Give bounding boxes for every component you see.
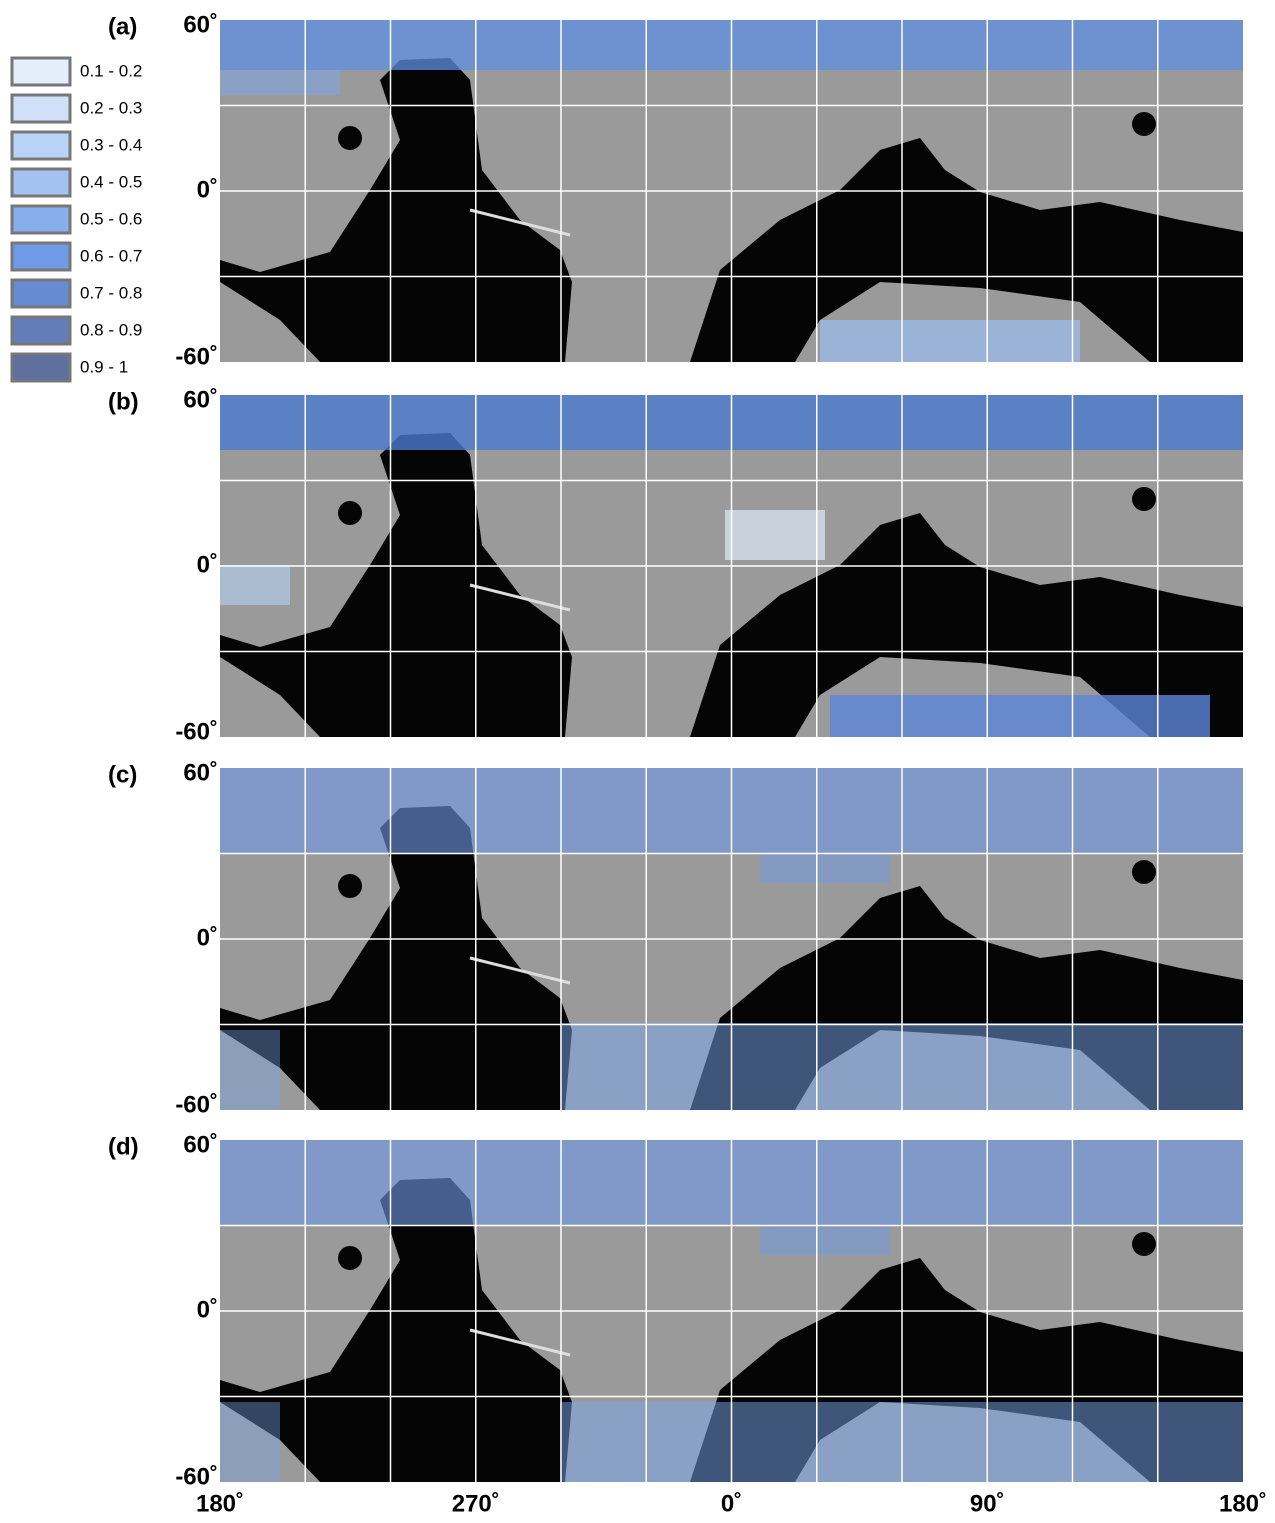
ice-overlay bbox=[725, 510, 825, 560]
ice-overlay bbox=[220, 1030, 280, 1110]
x-tick-label: 270˚ bbox=[452, 1490, 500, 1517]
panel-label: (c) bbox=[108, 761, 137, 788]
y-tick-label: 0˚ bbox=[197, 551, 218, 578]
legend-label: 0.7 - 0.8 bbox=[80, 283, 142, 302]
panel-label: (b) bbox=[108, 388, 139, 415]
legend-label: 0.6 - 0.7 bbox=[80, 246, 142, 265]
legend-swatch bbox=[12, 243, 70, 270]
y-tick-label: 0˚ bbox=[197, 1296, 218, 1323]
x-tick-label: 90˚ bbox=[970, 1490, 1005, 1517]
ice-overlay bbox=[220, 1402, 280, 1482]
ice-overlay bbox=[820, 320, 1080, 362]
legend-swatch bbox=[12, 169, 70, 196]
ice-overlay bbox=[220, 565, 290, 605]
legend-label: 0.4 - 0.5 bbox=[80, 172, 142, 191]
legend-label: 0.2 - 0.3 bbox=[80, 98, 142, 117]
map-panel bbox=[220, 1140, 1243, 1482]
legend-swatch bbox=[12, 206, 70, 233]
ice-overlay bbox=[760, 853, 890, 883]
legend-label: 0.8 - 0.9 bbox=[80, 320, 142, 339]
legend-swatch bbox=[12, 132, 70, 159]
map-panel bbox=[220, 395, 1243, 737]
x-tick-label: 180˚ bbox=[1219, 1490, 1267, 1517]
legend-label: 0.5 - 0.6 bbox=[80, 209, 142, 228]
panel-label: (a) bbox=[108, 13, 137, 40]
x-tick-label: 0˚ bbox=[721, 1490, 742, 1517]
legend-swatch bbox=[12, 317, 70, 344]
panel-label: (d) bbox=[108, 1133, 139, 1160]
legend-label: 0.9 - 1 bbox=[80, 357, 128, 376]
x-tick-label: 180˚ bbox=[196, 1490, 244, 1517]
y-tick-label: 60˚ bbox=[183, 386, 218, 413]
map-panel bbox=[220, 20, 1243, 362]
figure: 0.1 - 0.2 0.2 - 0.3 0.3 - 0.4 0.4 - 0.5 0.5 … bbox=[0, 0, 1275, 1523]
y-tick-label: 60˚ bbox=[183, 759, 218, 786]
legend-swatch bbox=[12, 280, 70, 307]
map-panel bbox=[220, 768, 1243, 1110]
legend-swatch bbox=[12, 58, 70, 85]
y-tick-label: -60˚ bbox=[175, 343, 218, 370]
y-tick-label: -60˚ bbox=[175, 1091, 218, 1118]
legend-label: 0.3 - 0.4 bbox=[80, 135, 142, 154]
legend-swatch bbox=[12, 354, 70, 381]
legend-swatch bbox=[12, 95, 70, 122]
ice-overlay bbox=[760, 1225, 890, 1255]
y-tick-label: 60˚ bbox=[183, 11, 218, 38]
y-tick-label: 0˚ bbox=[197, 924, 218, 951]
ice-overlay bbox=[220, 70, 340, 95]
y-tick-label: -60˚ bbox=[175, 1463, 218, 1490]
y-tick-label: 60˚ bbox=[183, 1131, 218, 1158]
y-tick-label: -60˚ bbox=[175, 718, 218, 745]
ice-overlay bbox=[830, 695, 1210, 737]
y-tick-label: 0˚ bbox=[197, 176, 218, 203]
legend-label: 0.1 - 0.2 bbox=[80, 61, 142, 80]
